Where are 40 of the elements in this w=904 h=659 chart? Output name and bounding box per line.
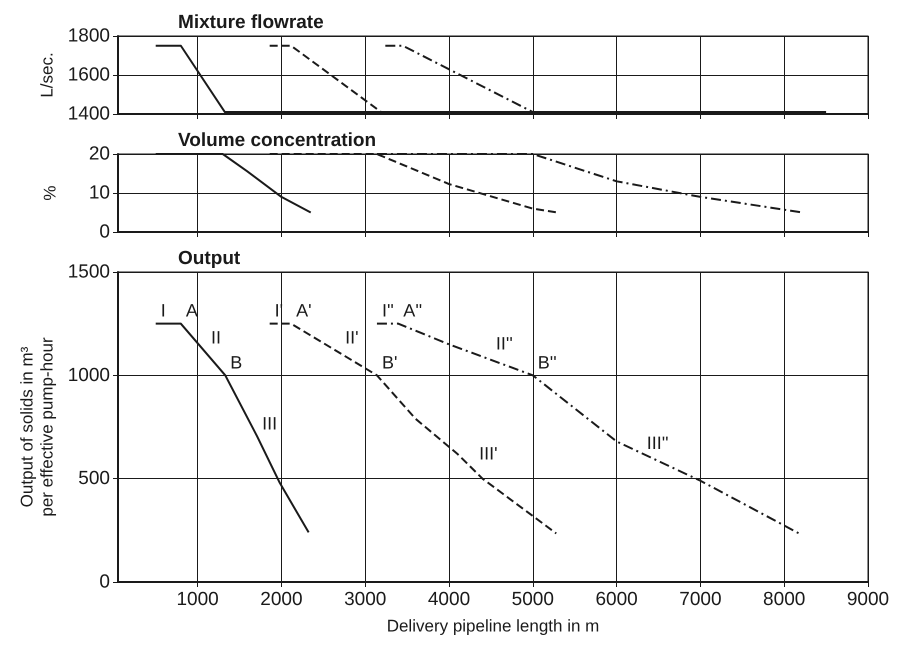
annotation: III': [479, 443, 498, 464]
annotation: III: [262, 413, 278, 434]
x-tick-label: 4000: [428, 589, 470, 610]
annotation: B: [230, 352, 242, 372]
x-tick-label: 8000: [763, 589, 806, 610]
y-tick-label: 1000: [68, 364, 110, 386]
annotation: A: [186, 300, 198, 321]
y-tick-label: 10: [88, 182, 110, 204]
annotation: II'': [496, 334, 513, 354]
y-tick-label: 1400: [68, 104, 110, 124]
y-tick-label: 1500: [68, 262, 110, 282]
x-tick-label: 7000: [679, 589, 722, 610]
chart-title: Output: [178, 248, 241, 269]
chart-title: Volume concentration: [178, 130, 376, 151]
annotation: III'': [646, 432, 669, 453]
x-tick-label: 5000: [512, 589, 554, 610]
x-axis-title: Delivery pipeline length in m: [386, 616, 600, 636]
x-tick-label: 3000: [344, 589, 386, 610]
annotation: II': [345, 328, 359, 348]
x-tick-label: 1000: [176, 589, 219, 610]
y-tick-label: 1600: [68, 64, 110, 86]
y-axis-title: L/sec.: [37, 52, 56, 98]
annotation: B': [382, 352, 398, 372]
annotation: A'': [403, 300, 422, 321]
y-tick-label: 0: [99, 222, 110, 242]
y-axis-title: %: [40, 185, 60, 201]
annotation: I'': [382, 300, 394, 321]
y-axis-title: Output of solids in m³ per effective pump-hour: [17, 337, 56, 517]
annotation: B'': [538, 352, 557, 372]
x-tick-label: 6000: [595, 589, 638, 610]
x-tick-label: 9000: [846, 589, 890, 610]
annotation: A': [296, 300, 312, 321]
annotation: I: [160, 300, 166, 321]
x-tick-label: 2000: [260, 589, 303, 610]
y-tick-label: 500: [78, 468, 110, 490]
y-tick-label: 20: [88, 144, 110, 164]
chart-title: Mixture flowrate: [178, 12, 324, 33]
annotation: II: [210, 328, 222, 348]
y-tick-label: 0: [99, 572, 110, 592]
y-tick-label: 1800: [68, 26, 110, 46]
